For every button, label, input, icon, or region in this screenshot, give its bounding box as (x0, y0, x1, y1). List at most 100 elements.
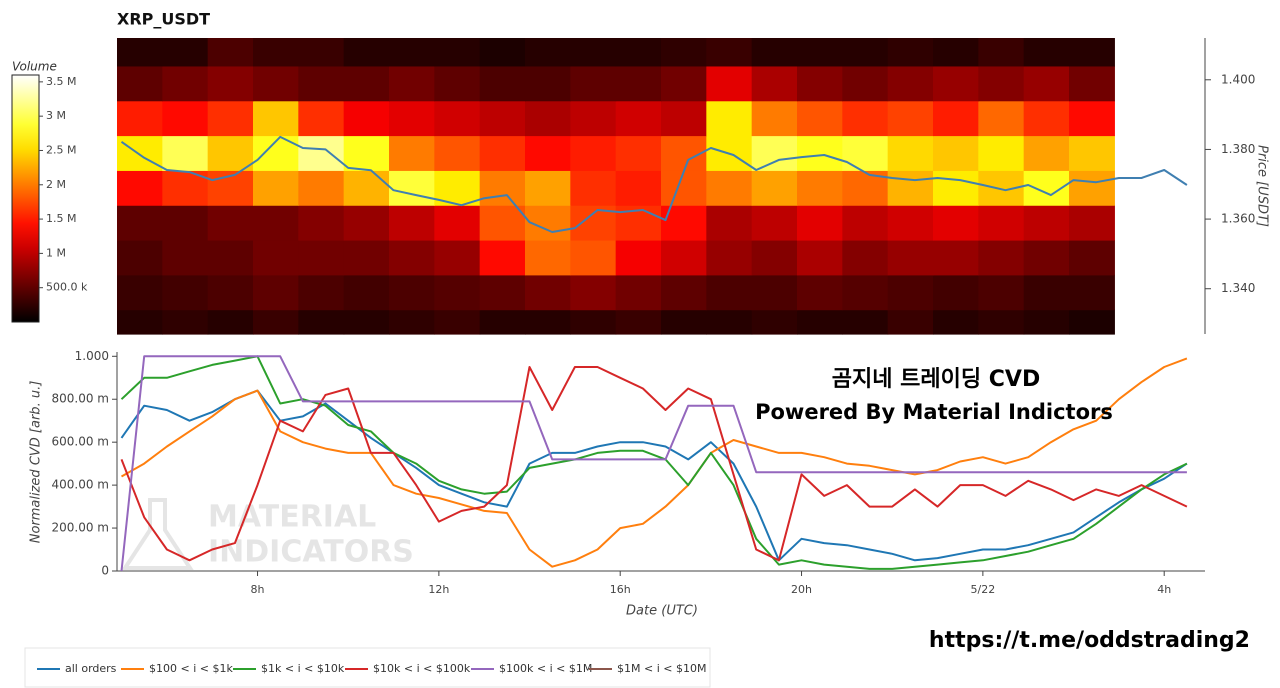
heatmap-cell (1023, 274, 1070, 311)
heatmap-cell (978, 309, 1025, 335)
heatmap-cell (207, 65, 254, 102)
heatmap-cell (797, 170, 843, 206)
heatmap-cell (253, 309, 299, 335)
heatmap-cell (887, 239, 934, 276)
heatmap-cell (661, 274, 707, 311)
heatmap-cell (661, 205, 707, 241)
heatmap-cell (751, 38, 798, 67)
heatmap-cell (253, 100, 299, 137)
y2-tick-label: 1.340 (1221, 281, 1255, 295)
heatmap-cell (343, 65, 390, 102)
heatmap-cell (661, 100, 707, 137)
x-tick-label: 20h (791, 583, 812, 596)
heatmap-cell (978, 135, 1025, 171)
heatmap-cell (525, 38, 571, 67)
colorbar (11, 74, 40, 323)
heatmap-cell (1069, 239, 1115, 276)
heatmap-cell (978, 274, 1025, 311)
heatmap-cell (389, 205, 435, 241)
heatmap-cell (933, 170, 979, 206)
heatmap-cell (525, 135, 571, 171)
heatmap-cell (207, 274, 254, 311)
heatmap-cell (1069, 38, 1115, 67)
heatmap-cell (253, 274, 299, 311)
heatmap-cell (298, 205, 345, 241)
watermark-icon (121, 498, 194, 570)
heatmap-cell (661, 170, 707, 206)
heatmap-cell (1069, 100, 1115, 137)
heatmap-cell (162, 309, 209, 335)
heatmap-cell (207, 309, 254, 335)
heatmap-cell (797, 135, 843, 171)
heatmap-cell (434, 100, 481, 137)
heatmap-cell (434, 38, 481, 67)
heatmap-cell (479, 239, 526, 276)
heatmap-cell (1069, 170, 1115, 206)
colorbar-tick-label: 1 M (46, 246, 66, 259)
y-tick-label: 800.00 m (52, 392, 110, 406)
heatmap-cell (933, 38, 979, 67)
x-tick-label: 8h (251, 583, 265, 596)
colorbar-title: Volume (12, 60, 57, 74)
heatmap-cell (525, 100, 571, 137)
heatmap-cell (797, 309, 843, 335)
heatmap-cell (570, 135, 617, 171)
y2-axis-title: Price [USDT] (1255, 145, 1270, 227)
heatmap-cell (162, 274, 209, 311)
y-tick-label: 600.00 m (52, 435, 110, 449)
annotation: Powered By Material Indictors (755, 400, 1113, 424)
legend-label: $1k < i < $10k (261, 662, 345, 675)
x-tick-label: 5/22 (971, 583, 996, 596)
legend-label: $100k < i < $1M (499, 662, 592, 675)
colorbar-tick-label: 500.0 k (46, 281, 88, 294)
heatmap-cell (615, 309, 662, 335)
heatmap-cell (887, 135, 934, 171)
heatmap-cell (615, 65, 662, 102)
data-line (120, 135, 1188, 233)
heatmap-cell (933, 274, 979, 311)
heatmap-cell (751, 170, 798, 206)
footer-link[interactable]: https://t.me/oddstrading2 (929, 628, 1250, 653)
heatmap-cell (842, 135, 889, 171)
heatmap-cell (661, 65, 707, 102)
data-line (120, 355, 1187, 572)
heatmap-cell (1069, 205, 1115, 241)
heatmap-cell (389, 38, 435, 67)
heatmap-cell (117, 274, 163, 311)
heatmap-cell (298, 274, 345, 311)
heatmap-cell (389, 274, 435, 311)
heatmap-cell (615, 38, 662, 67)
heatmap-cell (207, 100, 254, 137)
heatmap-cell (117, 239, 163, 276)
heatmap-cell (933, 100, 979, 137)
heatmap-cell (253, 65, 299, 102)
heatmap-cell (162, 100, 209, 137)
heatmap-cell (434, 65, 481, 102)
heatmap-cell (117, 205, 163, 241)
heatmap-cell (751, 274, 798, 311)
heatmap-cell (1069, 309, 1115, 335)
watermark-text: MATERIAL (208, 500, 376, 535)
heatmap-cell (751, 309, 798, 335)
heatmap-cell (570, 170, 617, 206)
heatmap-cell (842, 38, 889, 67)
heatmap-cell (389, 65, 435, 102)
heatmap-cell (570, 274, 617, 311)
heatmap-cell (343, 135, 390, 171)
heatmap-cell (525, 239, 571, 276)
heatmap-cell (162, 205, 209, 241)
heatmap-cell (343, 239, 390, 276)
heatmap-cell (797, 239, 843, 276)
heatmap-cell (207, 239, 254, 276)
heatmap-cell (842, 205, 889, 241)
heatmap-cell (525, 65, 571, 102)
heatmap-cell (933, 135, 979, 171)
heatmap-cell (751, 239, 798, 276)
heatmap-cell (389, 135, 435, 171)
heatmap-cell (1023, 239, 1070, 276)
heatmap-cell (706, 309, 753, 335)
heatmap-cell (751, 135, 798, 171)
heatmap-cell (615, 170, 662, 206)
heatmap-cell (978, 38, 1025, 67)
heatmap-cell (117, 65, 163, 102)
